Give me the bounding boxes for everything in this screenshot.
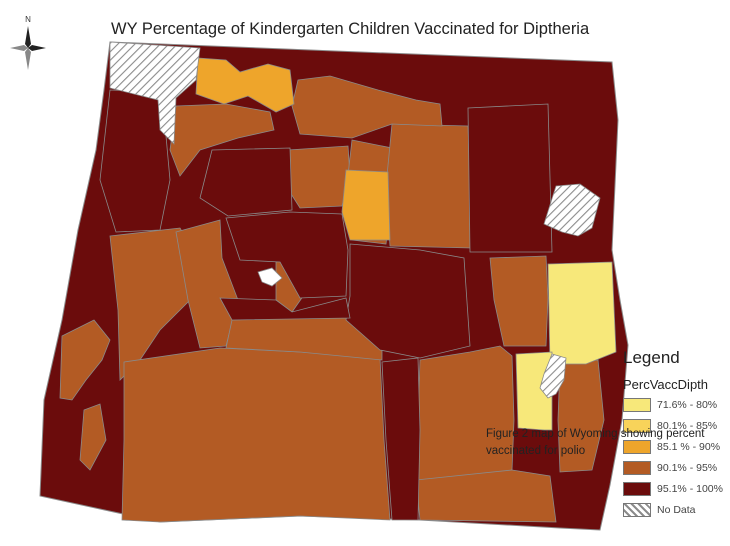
caption-line: Figure 2 map of Wyoming showing percent — [486, 428, 705, 440]
county-platte-east — [489, 255, 549, 347]
county-natrona — [345, 243, 471, 359]
county-campbell — [385, 123, 473, 249]
county-laramie — [415, 469, 557, 523]
legend-title: Legend — [623, 348, 680, 367]
caption-line: vaccinated for polio — [486, 445, 586, 457]
compass-north-label: N — [25, 15, 31, 24]
figure-caption: Figure 2 map of Wyoming showing percent … — [486, 426, 730, 460]
county-park-east — [169, 103, 275, 177]
legend-field-name: PercVaccDipth — [623, 377, 709, 392]
county-sheridan — [291, 75, 443, 139]
county-lincoln-south — [79, 403, 107, 471]
map-title: WY Percentage of Kindergarten Children V… — [111, 20, 590, 38]
legend-swatch-hatched — [623, 503, 651, 517]
county-no-data-goshen — [539, 353, 567, 399]
county-fremont-central — [225, 211, 349, 299]
county-laramie-yellow — [515, 351, 553, 431]
county-uinta — [59, 319, 111, 401]
county-no-data-park — [109, 41, 201, 145]
legend-swatch — [623, 461, 651, 475]
county-no-data-weston — [543, 183, 601, 237]
county-carbon-dark — [381, 357, 421, 521]
legend-label: 95.1% - 100% — [657, 483, 723, 495]
legend-swatch — [623, 440, 651, 454]
legend-swatch — [623, 482, 651, 496]
legend-label: No Data — [657, 504, 696, 516]
legend-swatch — [623, 398, 651, 412]
legend-label: 71.6% - 80% — [657, 399, 718, 411]
legend-swatch — [623, 419, 651, 433]
county-platte — [547, 261, 617, 365]
legend-label: 90.1% - 95% — [657, 462, 718, 474]
county-sweetwater-north — [219, 297, 351, 321]
county-big-horn — [199, 147, 293, 217]
county-converse — [467, 103, 553, 253]
legend-label: 85.1 % - 90% — [657, 441, 721, 453]
county-goshen — [557, 359, 605, 473]
county-white-lake — [257, 267, 283, 287]
county-hot-springs — [285, 145, 351, 209]
north-arrow-icon: N — [8, 14, 48, 70]
county-sweetwater — [121, 347, 391, 523]
county-washakie — [341, 169, 391, 241]
county-big-horn-north — [195, 57, 295, 113]
legend-label: 80.1% - 85% — [657, 420, 718, 432]
